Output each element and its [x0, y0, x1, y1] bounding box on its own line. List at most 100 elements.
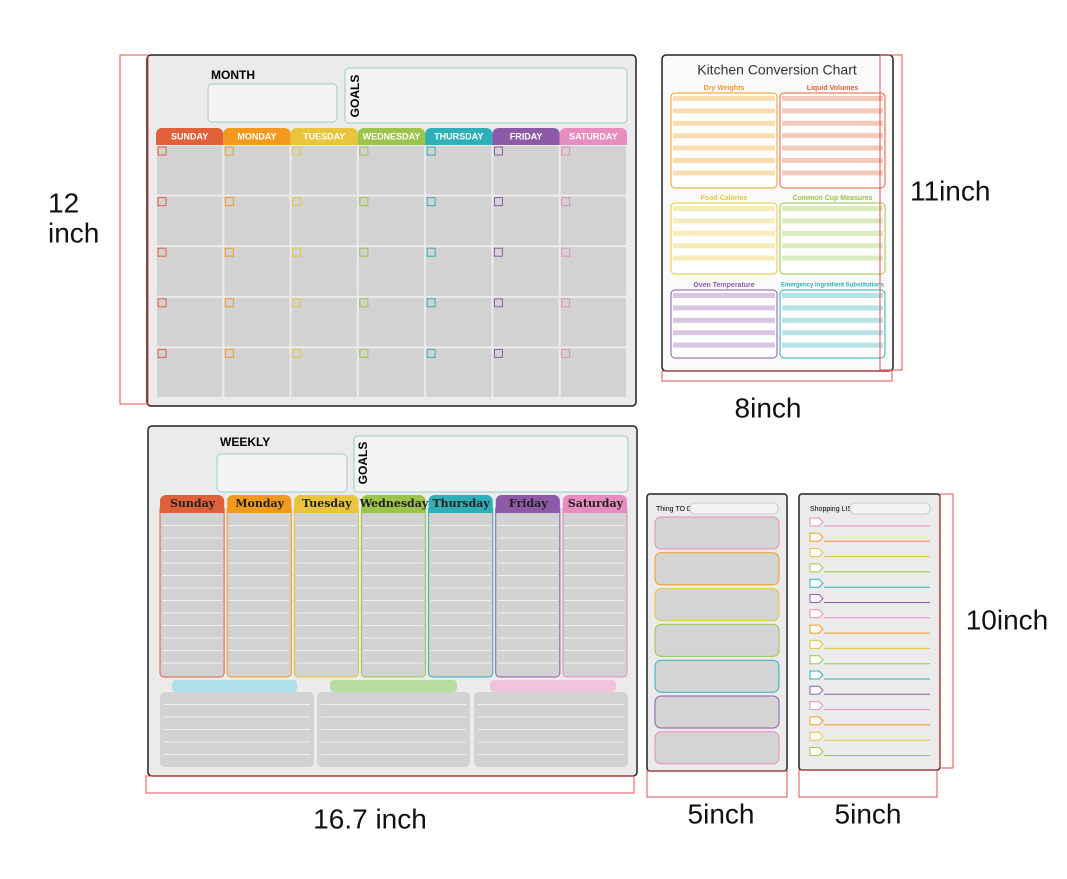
table-row: [673, 311, 775, 317]
table-row: [782, 317, 883, 323]
table-row: [782, 218, 883, 224]
day-label: Sunday: [170, 497, 216, 510]
day-cell: [493, 196, 559, 246]
day-column: [293, 504, 359, 678]
day-cell: [426, 297, 492, 347]
day-cell: [426, 348, 492, 397]
day-header: [495, 495, 560, 513]
date-square: [292, 247, 302, 257]
date-square: [292, 348, 302, 358]
day-label: SATURDAY: [569, 131, 618, 141]
table-row: [782, 324, 883, 329]
day-header: [559, 128, 627, 145]
todo-box: [654, 659, 780, 693]
day-header: [357, 128, 426, 145]
list-tag: [809, 563, 824, 573]
day-cell: [560, 348, 626, 397]
dimension-label: 12: [48, 187, 79, 218]
list-tag: [809, 517, 824, 527]
dimension-label: 5inch: [835, 798, 902, 829]
date-square: [493, 348, 503, 358]
day-cell: [426, 146, 492, 195]
date-square: [359, 348, 369, 358]
todo-box: [654, 731, 780, 765]
day-cell: [358, 247, 425, 296]
table-row: [673, 176, 775, 182]
box: [344, 67, 628, 124]
day-cell: [157, 196, 223, 246]
date-square: [426, 298, 436, 308]
table-row: [673, 170, 775, 176]
dimension-line: [798, 769, 938, 798]
table-row: [673, 305, 775, 311]
day-cell: [358, 297, 425, 347]
day-cell: [493, 348, 559, 397]
dimension-label: 5inch: [688, 798, 755, 829]
day-header: [294, 495, 359, 513]
day-label: Saturday: [568, 497, 624, 510]
day-column: [226, 504, 292, 678]
table-row: [673, 151, 775, 157]
table-row: [673, 145, 775, 151]
day-cell: [560, 297, 626, 347]
dimension-label: 10inch: [966, 604, 1049, 635]
date-square: [561, 247, 571, 257]
section-box: [670, 202, 778, 275]
list-tag: [809, 685, 824, 695]
day-label: Monday: [235, 497, 284, 510]
day-header: [361, 495, 426, 513]
day-header: [425, 128, 493, 145]
table-row: [782, 170, 883, 176]
date-square: [224, 298, 234, 308]
table-row: [782, 293, 883, 298]
date-square: [359, 298, 369, 308]
day-label: MONDAY: [237, 131, 276, 141]
table-row: [782, 230, 883, 236]
table-row: [782, 139, 883, 145]
list-tag: [809, 655, 824, 665]
day-header: [227, 495, 292, 513]
goals-label: GOALS: [348, 75, 362, 118]
table-row: [782, 176, 883, 182]
table-row: [673, 299, 775, 305]
date-square: [224, 146, 234, 156]
todo-box: [654, 552, 780, 586]
date-square: [224, 348, 234, 358]
list-tag: [809, 594, 824, 603]
date-square: [561, 197, 571, 207]
todo-box: [654, 516, 780, 550]
day-column: [562, 504, 628, 678]
section-title: Food Calories: [701, 195, 748, 202]
table-row: [782, 330, 883, 336]
table-row: [782, 342, 883, 348]
table-row: [673, 237, 775, 242]
date-square: [157, 247, 167, 257]
date-square: [157, 348, 167, 358]
table-row: [782, 336, 883, 342]
section-title: Dry Weights: [704, 85, 745, 92]
section-tab: [172, 680, 297, 692]
day-cell: [157, 247, 223, 296]
dimension-line: [661, 370, 893, 382]
day-header: [562, 495, 627, 513]
day-cell: [358, 146, 425, 195]
list-tag: [809, 578, 824, 588]
table-row: [673, 317, 775, 323]
chart-title: Kitchen Conversion Chart: [697, 62, 857, 78]
box: [207, 83, 338, 123]
table-row: [782, 348, 883, 354]
table-row: [673, 218, 775, 224]
day-cell: [224, 297, 290, 347]
dimension-line: [145, 775, 635, 794]
date-square: [426, 197, 436, 207]
section-box: [779, 202, 886, 275]
date-square: [493, 146, 503, 156]
day-cell: [224, 196, 290, 246]
list-tag: [809, 716, 824, 726]
table-row: [782, 127, 883, 132]
table-row: [673, 212, 775, 218]
table-row: [673, 324, 775, 329]
date-square: [292, 197, 302, 207]
table-row: [782, 164, 883, 170]
table-row: [673, 249, 775, 255]
